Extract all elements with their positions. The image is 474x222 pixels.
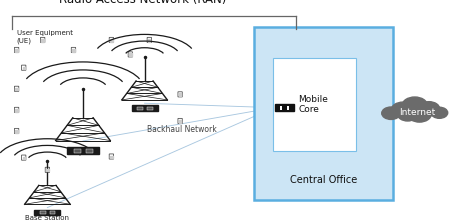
Text: Internet: Internet: [399, 108, 435, 117]
FancyBboxPatch shape: [178, 92, 182, 97]
Bar: [74, 149, 81, 153]
Bar: [72, 49, 75, 52]
Ellipse shape: [408, 107, 431, 122]
FancyBboxPatch shape: [14, 128, 19, 134]
FancyBboxPatch shape: [147, 37, 152, 43]
Bar: [110, 39, 113, 42]
Text: Radio Access Network (RAN): Radio Access Network (RAN): [58, 0, 226, 6]
Bar: [131, 105, 157, 111]
Text: Backhaul Network: Backhaul Network: [147, 125, 217, 134]
Ellipse shape: [382, 107, 401, 119]
Bar: [86, 149, 92, 153]
Bar: [46, 169, 49, 171]
Bar: [34, 210, 61, 215]
Bar: [41, 39, 44, 42]
Bar: [22, 157, 25, 159]
Bar: [110, 156, 113, 158]
FancyBboxPatch shape: [128, 52, 133, 57]
FancyBboxPatch shape: [14, 86, 19, 91]
FancyBboxPatch shape: [21, 65, 26, 70]
FancyBboxPatch shape: [178, 118, 182, 124]
Bar: [15, 49, 18, 52]
Bar: [275, 104, 294, 111]
Bar: [67, 147, 99, 154]
Ellipse shape: [419, 102, 439, 116]
Bar: [137, 107, 143, 110]
FancyBboxPatch shape: [254, 27, 393, 200]
FancyBboxPatch shape: [45, 167, 50, 172]
FancyBboxPatch shape: [71, 47, 76, 53]
Bar: [50, 211, 55, 214]
Text: User Equipment
(UE): User Equipment (UE): [17, 30, 73, 44]
FancyBboxPatch shape: [14, 107, 19, 113]
Ellipse shape: [402, 97, 428, 114]
Bar: [15, 130, 18, 133]
FancyBboxPatch shape: [21, 155, 26, 160]
Bar: [129, 54, 132, 56]
FancyBboxPatch shape: [40, 37, 45, 43]
Text: Central Office: Central Office: [290, 175, 357, 185]
FancyBboxPatch shape: [14, 47, 19, 53]
Bar: [179, 120, 182, 123]
Bar: [179, 93, 182, 96]
Text: Base Station: Base Station: [26, 215, 69, 221]
Bar: [22, 67, 25, 69]
Bar: [40, 211, 46, 214]
Bar: [15, 88, 18, 90]
Bar: [147, 107, 153, 110]
FancyBboxPatch shape: [109, 154, 114, 159]
FancyBboxPatch shape: [273, 58, 356, 151]
Ellipse shape: [398, 108, 418, 121]
Text: Mobile
Core: Mobile Core: [299, 95, 328, 114]
Ellipse shape: [391, 102, 415, 118]
FancyBboxPatch shape: [109, 37, 114, 43]
Bar: [15, 109, 18, 111]
Bar: [148, 39, 151, 42]
Ellipse shape: [431, 107, 448, 118]
